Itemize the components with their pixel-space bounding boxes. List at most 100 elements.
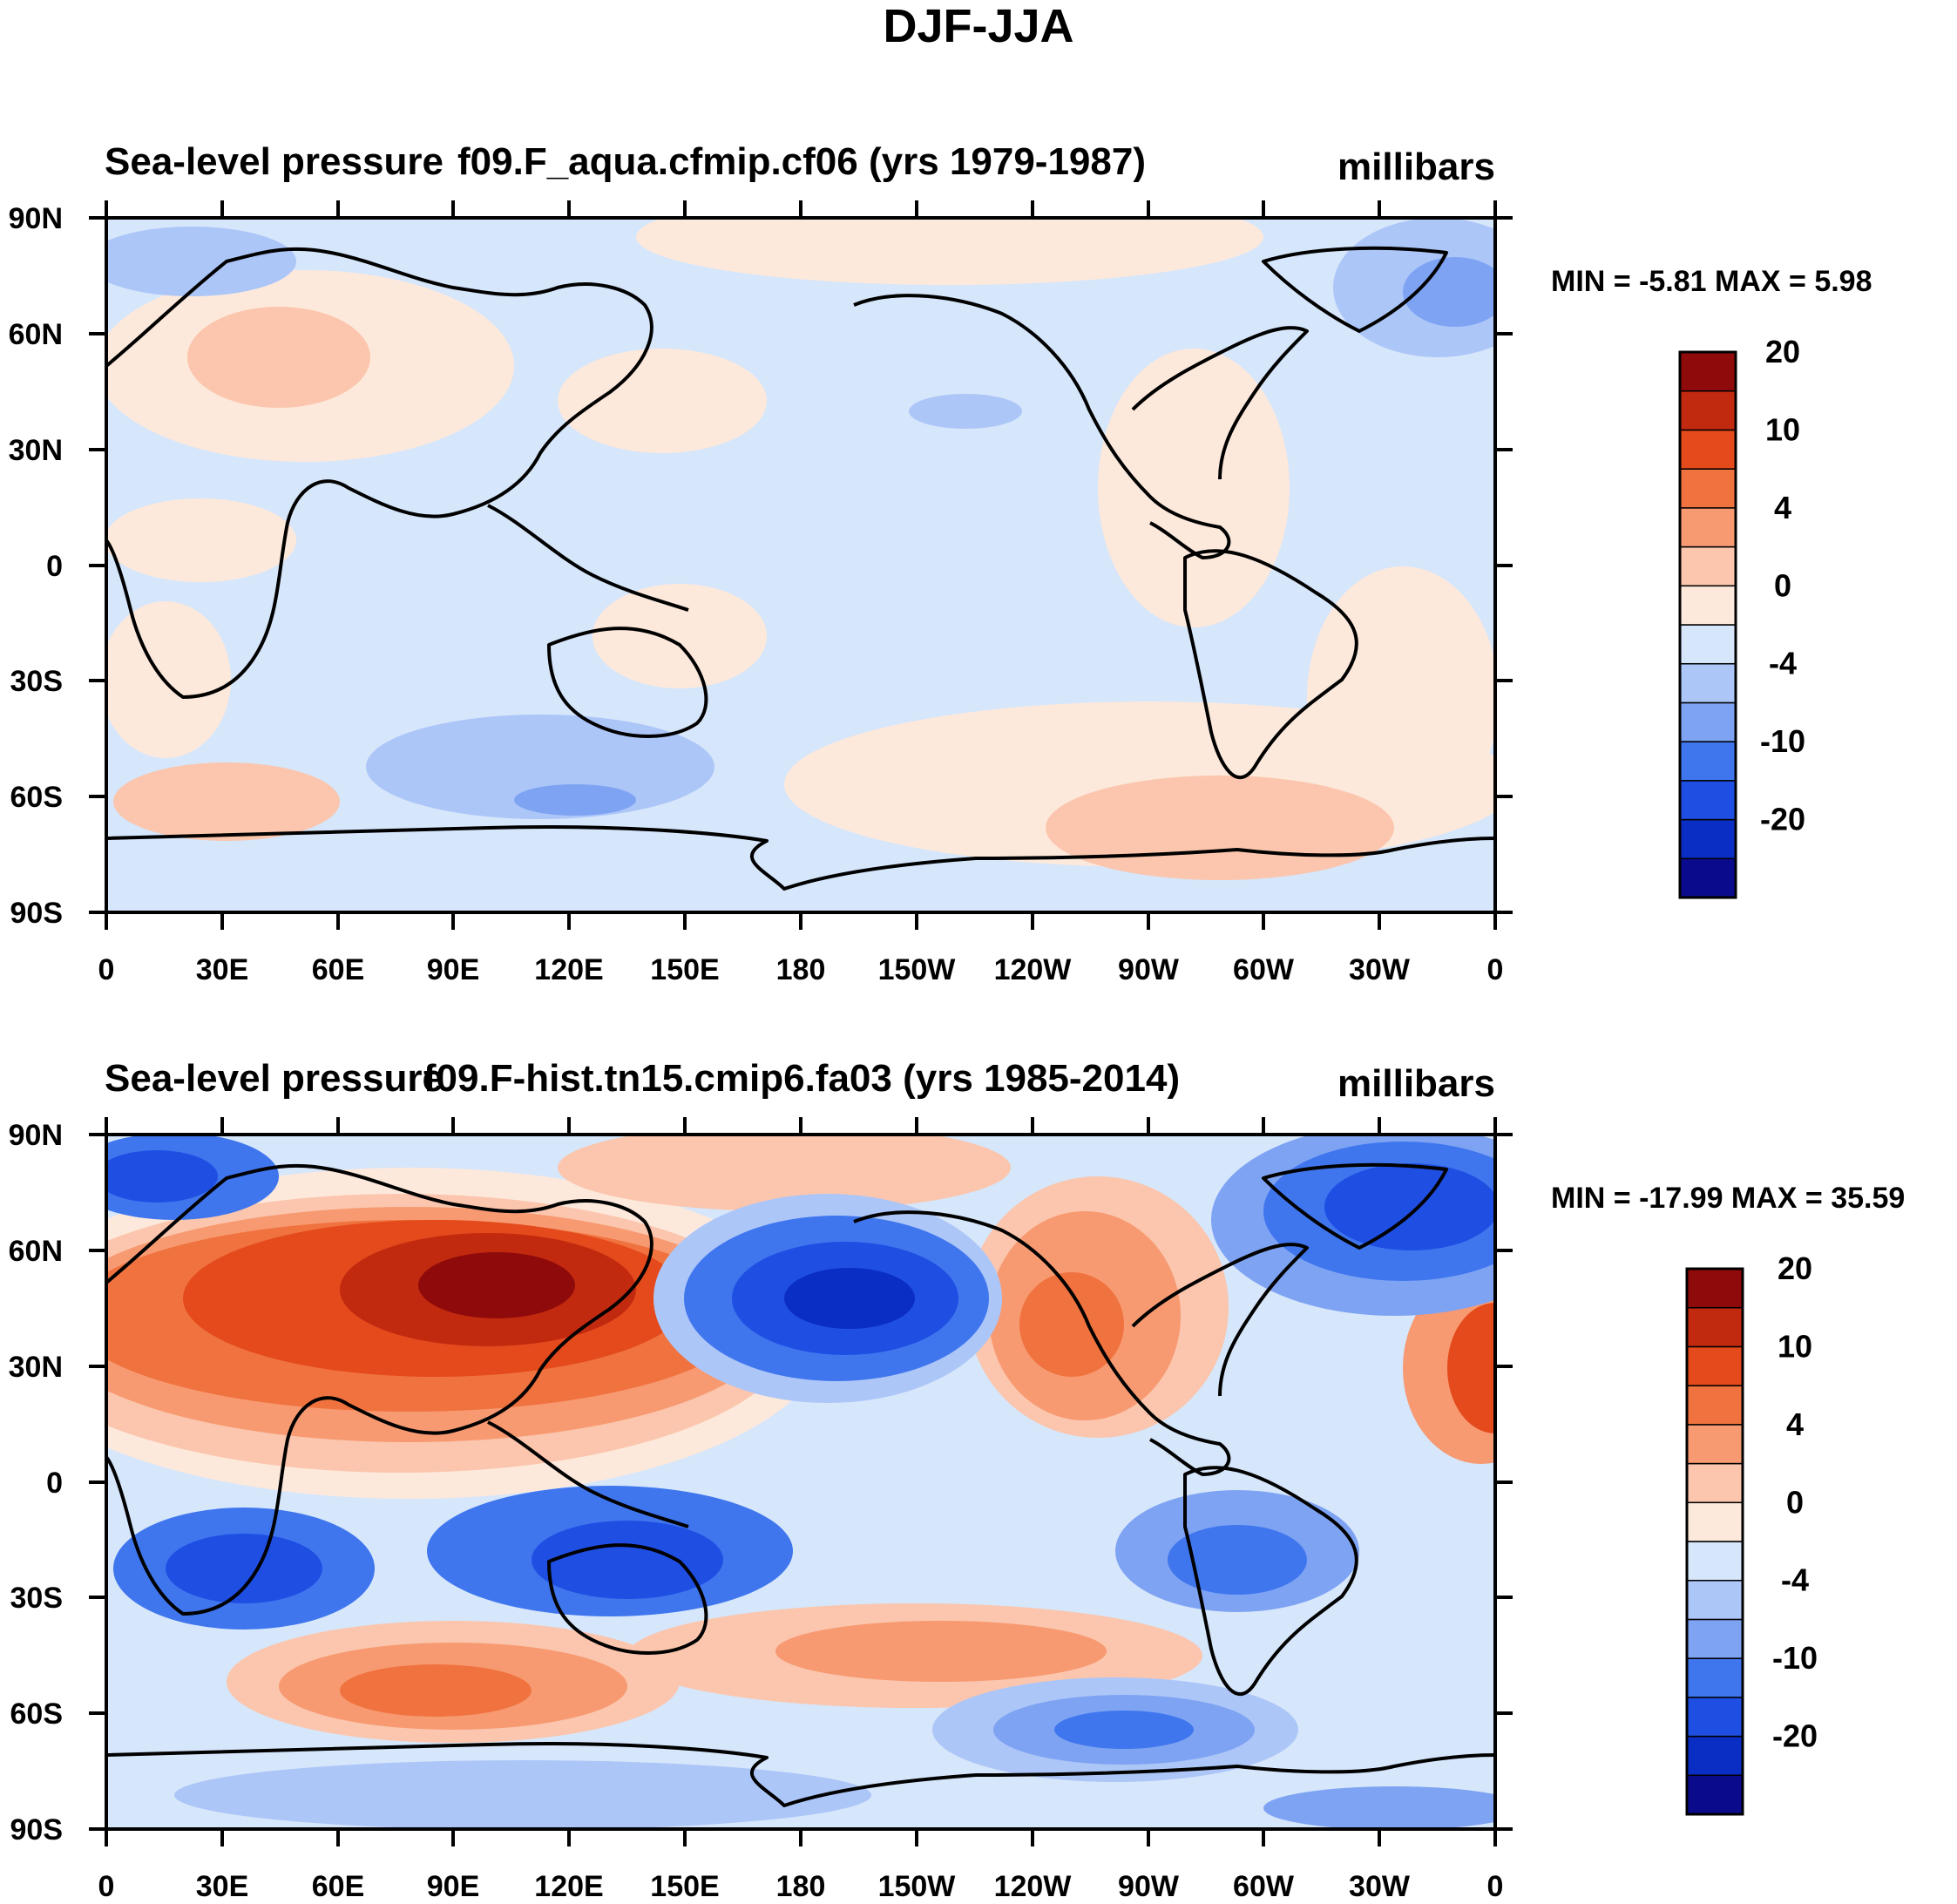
colorbar-label: -10 — [1772, 1640, 1818, 1676]
colorbar-box — [1686, 1657, 1744, 1698]
colorbar-label: 10 — [1765, 411, 1800, 447]
colorbar-frame — [1685, 1267, 1744, 1816]
colorbar-label: -20 — [1772, 1718, 1818, 1754]
field-anomaly — [113, 762, 340, 841]
lon-label: 120E — [534, 953, 603, 986]
lon-label: 90E — [427, 953, 480, 986]
panel-top-variable-title: Sea-level pressure — [105, 140, 444, 183]
panel-top-units: millibars — [1337, 146, 1495, 188]
panel-bottom-case-title: f09.F-hist.tn15.cmip6.fa03 (yrs 1985-201… — [423, 1057, 1180, 1100]
lon-label: 90E — [427, 1870, 480, 1903]
colorbar-box — [1686, 1424, 1744, 1465]
lat-label: 90N — [9, 1119, 63, 1152]
panel-bottom-min-max: MIN = -17.99 MAX = 35.59 — [1551, 1182, 1905, 1215]
field-anomaly — [1054, 1711, 1194, 1749]
figure-title: DJF-JJA — [883, 0, 1073, 52]
panel-top: Sea-level pressure f09.F_aqua.cfmip.cf06… — [9, 140, 1872, 986]
lon-label: 180 — [776, 1870, 826, 1903]
field-anomaly — [558, 1135, 1011, 1211]
lon-label: 90W — [1118, 1870, 1180, 1903]
coastline-eurasia-africa — [106, 247, 653, 699]
lat-label: 30S — [10, 1582, 64, 1615]
field-anomaly — [1098, 349, 1290, 627]
colorbar-label: 4 — [1786, 1406, 1804, 1442]
coastline-greenland — [1262, 246, 1448, 333]
field-anomaly — [1447, 1303, 1495, 1433]
lon-label: 150E — [650, 1870, 719, 1903]
colorbar-box — [1686, 1385, 1744, 1426]
field-anomaly — [909, 394, 1022, 429]
field-anomaly — [1046, 776, 1394, 880]
lon-label: 60E — [312, 1870, 365, 1903]
panel-top-ticks — [89, 200, 1513, 930]
lat-label: 60N — [9, 1235, 63, 1268]
coastline-southeast-asia — [487, 1420, 689, 1528]
field-anomaly — [1403, 257, 1495, 327]
coastline-greenland — [1262, 1162, 1448, 1250]
colorbar-label: -20 — [1760, 802, 1805, 837]
lat-label: 0 — [46, 550, 63, 583]
lat-label: 0 — [46, 1467, 63, 1500]
colorbar-box — [1679, 857, 1737, 898]
lon-label: 60W — [1233, 1870, 1295, 1903]
coastline-north-america — [853, 294, 1309, 559]
field-anomaly — [1324, 1163, 1495, 1250]
colorbar-box — [1686, 1697, 1744, 1738]
lon-label: 30E — [196, 953, 249, 986]
coastline-australia — [547, 627, 708, 738]
field-anomaly — [174, 1760, 871, 1829]
panel-bottom-coastlines — [106, 1162, 1495, 1807]
lat-label: 90S — [10, 1813, 64, 1846]
colorbar-box — [1686, 1618, 1744, 1659]
coastline-north-america — [853, 1210, 1309, 1476]
field-anomaly — [1263, 1786, 1495, 1829]
lat-label: 90S — [10, 897, 64, 930]
panel-bottom-ticks — [89, 1117, 1513, 1846]
panel-top-colorbar: -20 -10 -4 0 4 10 20 — [1678, 334, 1805, 899]
coastline-antarctica — [106, 1742, 1495, 1807]
panel-top-coastlines — [106, 246, 1495, 891]
colorbar-box — [1679, 701, 1737, 742]
lat-label: 60N — [9, 318, 63, 351]
colorbar-box — [1679, 351, 1737, 392]
lon-label: 0 — [98, 1870, 115, 1903]
colorbar-box — [1686, 1501, 1744, 1542]
field-anomaly — [106, 498, 296, 582]
colorbar-frame — [1678, 350, 1737, 899]
panel-bottom-colorbar: -20 -10 -4 0 4 10 20 — [1685, 1250, 1818, 1816]
lat-label: 30N — [9, 1351, 63, 1384]
colorbar-box — [1686, 1579, 1744, 1621]
field-anomaly — [775, 1621, 1107, 1682]
coastline-south-america — [1183, 1466, 1358, 1697]
lon-label: 120E — [534, 1870, 603, 1903]
lon-label: 60E — [312, 953, 365, 986]
panel-bottom-lon-labels: 0 30E 60E 90E 120E 150E 180 150W 120W 90… — [98, 1870, 1504, 1903]
coastline-southeast-asia — [487, 504, 689, 612]
coastline-south-america — [1183, 549, 1358, 780]
lon-label: 150W — [878, 953, 957, 986]
colorbar-box — [1686, 1345, 1744, 1386]
colorbar-box — [1679, 468, 1737, 509]
field-anomaly — [532, 1521, 723, 1599]
colorbar-label: -4 — [1781, 1562, 1809, 1598]
colorbar-box — [1679, 507, 1737, 548]
field-anomaly — [418, 1252, 575, 1318]
colorbar-box — [1686, 1268, 1744, 1309]
panel-bottom-field — [106, 1135, 1495, 1829]
lon-label: 0 — [98, 953, 115, 986]
colorbar-box — [1686, 1541, 1744, 1582]
colorbar-box — [1686, 1774, 1744, 1815]
lon-label: 120W — [994, 953, 1073, 986]
colorbar-label: 20 — [1778, 1250, 1812, 1286]
lon-label: 0 — [1487, 1870, 1504, 1903]
field-anomaly — [106, 601, 231, 758]
lon-label: 120W — [994, 1870, 1073, 1903]
coastline-australia — [547, 1543, 708, 1655]
coastline-eurasia-africa — [106, 1163, 653, 1616]
field-anomaly — [187, 307, 370, 408]
colorbar-label: 4 — [1774, 490, 1791, 525]
colorbar-box — [1679, 585, 1737, 626]
field-anomaly — [636, 218, 1263, 285]
field-anomaly — [1168, 1525, 1307, 1595]
